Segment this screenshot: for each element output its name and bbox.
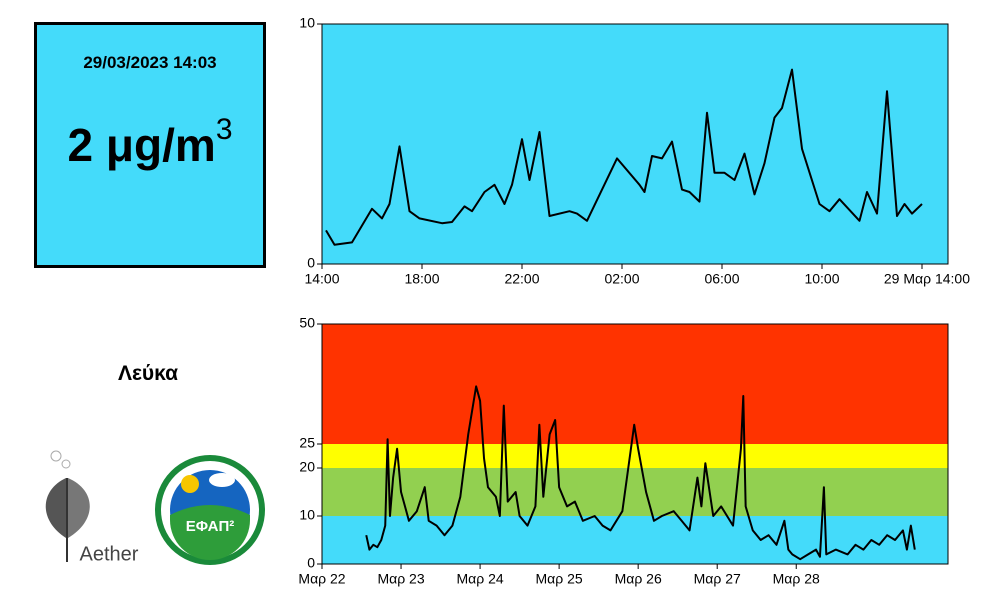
logo-field: [170, 505, 250, 560]
x-tick-label: 22:00: [504, 271, 539, 287]
x-tick-label: Μαρ 26: [615, 571, 662, 587]
x-tick-label: Μαρ 24: [456, 571, 503, 587]
x-tick-label: Μαρ 22: [298, 571, 345, 587]
band: [322, 468, 948, 516]
bubble: [50, 450, 62, 462]
unit-exponent: 3: [215, 113, 233, 146]
x-tick-label: Μαρ 28: [773, 571, 820, 587]
plot-frame: [321, 23, 949, 265]
x-tick-label: Μαρ 27: [694, 571, 741, 587]
y-tick-label: 10: [299, 15, 315, 31]
bubble: [61, 459, 71, 469]
y-tick-label: 0: [307, 555, 315, 571]
y-tick-label: 20: [299, 459, 315, 475]
band: [322, 324, 948, 444]
data-line: [365, 385, 916, 561]
aether-logo: Aether: [45, 450, 139, 565]
x-tick-label: 02:00: [604, 271, 639, 287]
band: [322, 444, 948, 468]
band: [322, 516, 948, 564]
location: Λεύκα: [117, 362, 179, 385]
x-tick-label: 06:00: [704, 271, 739, 287]
plot-background: [322, 24, 948, 264]
x-tick-label: Μαρ 25: [536, 571, 583, 587]
logo-sun: [181, 475, 199, 493]
efap-text: ΕΦΑΠ²: [186, 518, 235, 535]
x-tick-label: Μαρ 23: [377, 571, 424, 587]
value: 2: [67, 119, 94, 171]
y-tick-label: 0: [307, 255, 315, 271]
timestamp: 29/03/2023 14:03: [83, 53, 217, 72]
y-tick-label: 50: [299, 315, 315, 331]
y-tick-label: 10: [299, 507, 315, 523]
data-line: [325, 68, 923, 246]
x-tick-label: 18:00: [404, 271, 439, 287]
reading-value: 2 μg/m3: [37, 113, 263, 172]
x-tick-label: 14:00: [304, 271, 339, 287]
reading-box: 29/03/2023 14:03 2 μg/m3: [34, 22, 266, 268]
leaf-left: [45, 478, 66, 538]
leaf-right: [68, 478, 90, 538]
unit: μg/m: [105, 119, 216, 171]
x-tick-label: 10:00: [804, 271, 839, 287]
y-tick-label: 25: [299, 435, 315, 451]
x-tick-label: 29 Μαρ 14:00: [884, 271, 970, 287]
logo-cloud: [209, 473, 235, 487]
efap-logo: ΕΦΑΠ²: [155, 455, 265, 565]
aether-text: Aether: [80, 543, 139, 565]
